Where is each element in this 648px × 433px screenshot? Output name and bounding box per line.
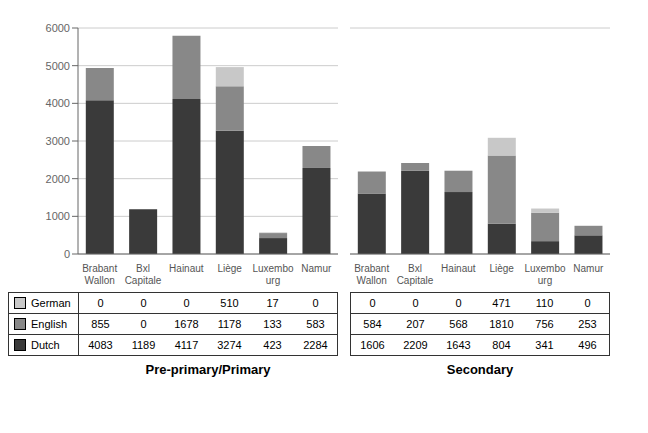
html-text:423: 423	[263, 339, 282, 351]
svg-text:Hainaut: Hainaut	[169, 263, 204, 274]
html-text:17: 17	[266, 297, 279, 309]
html-text:471: 471	[492, 297, 511, 309]
html-text:2284: 2284	[303, 339, 328, 351]
html-text:253: 253	[578, 318, 597, 330]
svg-text:5000: 5000	[46, 60, 70, 72]
html-text:207: 207	[406, 318, 425, 330]
html-text:110: 110	[535, 297, 554, 309]
svg-text:Namur: Namur	[301, 263, 332, 274]
html-text:1678: 1678	[174, 318, 199, 330]
svg-text:BrabantWallon: BrabantWallon	[82, 263, 117, 286]
svg-text:4000: 4000	[46, 97, 70, 109]
html-text:1189: 1189	[131, 339, 156, 351]
html-text:510: 510	[220, 297, 239, 309]
html-text:2209: 2209	[403, 339, 428, 351]
html-text:0: 0	[584, 297, 591, 309]
html-text:341: 341	[535, 339, 554, 351]
svg-text:Namur: Namur	[573, 263, 604, 274]
svg-text:3000: 3000	[46, 135, 70, 147]
html-text:584: 584	[363, 318, 382, 330]
html-text:3274: 3274	[217, 339, 242, 351]
html-text:583: 583	[306, 318, 325, 330]
html-text:1810: 1810	[489, 318, 514, 330]
html-text:756: 756	[535, 318, 554, 330]
svg-text:6000: 6000	[46, 22, 70, 34]
html-text:0: 0	[412, 297, 419, 309]
svg-text:Liège: Liège	[489, 263, 514, 274]
html-text:1606: 1606	[360, 339, 385, 351]
svg-text:Luxembourg: Luxembourg	[252, 263, 294, 286]
svg-text:BrabantWallon: BrabantWallon	[354, 263, 389, 286]
svg-text:Luxembourg: Luxembourg	[524, 263, 566, 286]
svg-text:Liège: Liège	[217, 263, 242, 274]
svg-text:Hainaut: Hainaut	[441, 263, 476, 274]
html-text:1178: 1178	[217, 318, 242, 330]
svg-text:BxlCapitale: BxlCapitale	[125, 263, 162, 286]
html-text:1643: 1643	[446, 339, 471, 351]
html-text:855: 855	[91, 318, 110, 330]
html-text:0: 0	[183, 297, 190, 309]
html-text:Dutch: Dutch	[31, 339, 60, 351]
html-text:0: 0	[97, 297, 104, 309]
html-text:568: 568	[449, 318, 468, 330]
svg-text:1000: 1000	[46, 210, 70, 222]
svg-text:BxlCapitale: BxlCapitale	[397, 263, 434, 286]
html-text:Secondary: Secondary	[446, 362, 514, 377]
html-text:804: 804	[492, 339, 511, 351]
html-text:Pre-primary/Primary: Pre-primary/Primary	[145, 362, 271, 377]
html-text:496: 496	[578, 339, 597, 351]
html-text:0: 0	[369, 297, 376, 309]
svg-text:0: 0	[64, 248, 70, 260]
html-text:0: 0	[140, 318, 147, 330]
svg-text:2000: 2000	[46, 173, 70, 185]
html-text:English: English	[31, 318, 68, 330]
html-text:German: German	[31, 297, 71, 309]
html-text:0: 0	[455, 297, 462, 309]
html-text:133: 133	[263, 318, 282, 330]
html-text:4117: 4117	[174, 339, 199, 351]
html-text:0: 0	[140, 297, 147, 309]
html-text:4083: 4083	[88, 339, 113, 351]
html-text:0: 0	[312, 297, 319, 309]
